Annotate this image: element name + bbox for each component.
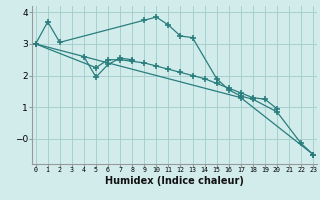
X-axis label: Humidex (Indice chaleur): Humidex (Indice chaleur) bbox=[105, 176, 244, 186]
